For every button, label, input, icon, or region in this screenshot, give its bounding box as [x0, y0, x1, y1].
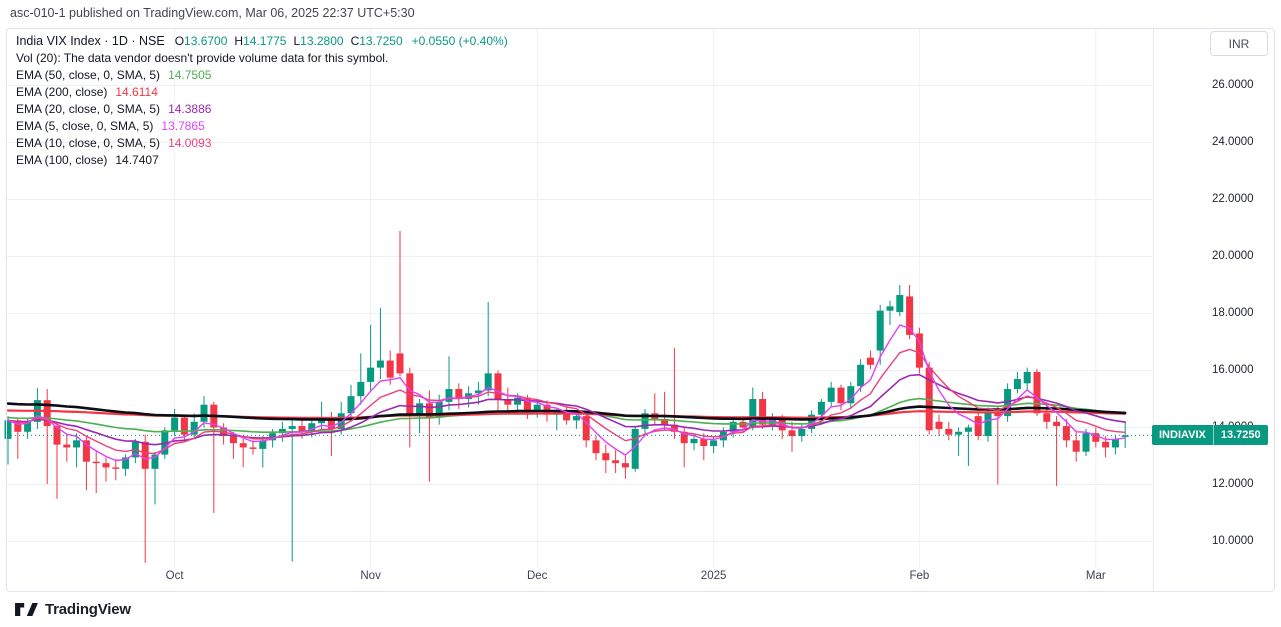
- ema-100-row: EMA (100, close) 14.7407: [16, 153, 159, 167]
- ema-200-row: EMA (200, close) 14.6114: [16, 85, 158, 99]
- last-price-badge: INDIAVIX 13.7250: [1152, 425, 1268, 446]
- time-tick-label: Mar: [1085, 570, 1106, 582]
- symbol-row: India VIX Index · 1D · NSE O13.6700 H14.…: [16, 33, 508, 50]
- ema-50-row: EMA (50, close, 0, SMA, 5) 14.7505: [16, 68, 212, 82]
- publish-info-text: asc-010-1 published on TradingView.com, …: [10, 6, 415, 20]
- badge-price: 13.7250: [1220, 429, 1261, 442]
- price-tick-label: 22.0000: [1212, 192, 1254, 205]
- price-tick-label: 20.0000: [1212, 249, 1254, 262]
- gridlines: [7, 29, 1152, 568]
- price-tick-label: 18.0000: [1212, 306, 1254, 319]
- time-tick-label: Oct: [165, 570, 184, 582]
- badge-symbol: INDIAVIX: [1159, 429, 1206, 442]
- tradingview-footer: TradingView: [0, 592, 1281, 627]
- time-tick-label: Nov: [360, 570, 381, 582]
- close-value: C13.7250: [350, 34, 403, 48]
- price-tick-label: 24.0000: [1212, 135, 1254, 148]
- time-tick-label: 2025: [700, 570, 727, 582]
- badge-divider: [1212, 425, 1214, 446]
- time-tick-label: Feb: [909, 570, 930, 582]
- symbol-title: India VIX Index · 1D · NSE: [16, 34, 165, 48]
- time-tick-label: Dec: [526, 570, 548, 582]
- price-tick-label: 16.0000: [1212, 363, 1254, 376]
- price-tick-label: 12.0000: [1212, 477, 1254, 490]
- high-value: H14.1775: [234, 34, 287, 48]
- ema-100-line: [6, 402, 1127, 421]
- currency-button[interactable]: INR: [1210, 31, 1268, 56]
- ema-5-line: [7, 324, 1126, 462]
- ema-5-row: EMA (5, close, 0, SMA, 5) 13.7865: [16, 119, 205, 133]
- ema-10-line: [7, 348, 1126, 455]
- tradingview-logo-icon[interactable]: [13, 601, 38, 618]
- ema-20-row: EMA (20, close, 0, SMA, 5) 14.3886: [16, 102, 212, 116]
- price-scale-divider[interactable]: [1153, 29, 1154, 591]
- open-value: O13.6700: [174, 34, 228, 48]
- ema-10-row: EMA (10, close, 0, SMA, 5) 14.0093: [16, 136, 212, 150]
- chart-legend: India VIX Index · 1D · NSE O13.6700 H14.…: [16, 33, 508, 169]
- publish-info-bar: asc-010-1 published on TradingView.com, …: [0, 0, 1281, 28]
- volume-indicator-row: Vol (20): The data vendor doesn't provid…: [16, 51, 389, 65]
- change-value: +0.0550 (+0.40%): [411, 34, 508, 48]
- price-tick-label: 26.0000: [1212, 78, 1254, 91]
- price-tick-label: 10.0000: [1212, 534, 1254, 547]
- tradingview-brand-text[interactable]: TradingView: [45, 601, 131, 618]
- low-value: L13.2800: [293, 34, 344, 48]
